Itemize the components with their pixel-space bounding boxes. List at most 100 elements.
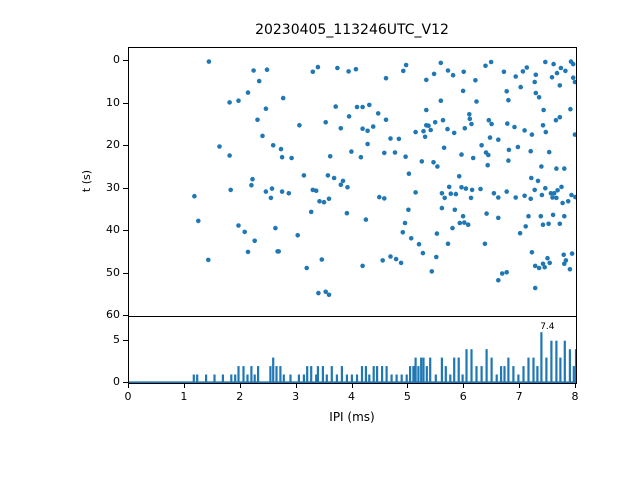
histogram-bar xyxy=(461,374,464,383)
scatter-point xyxy=(360,263,365,269)
scatter-point xyxy=(301,173,307,178)
scatter-point xyxy=(338,126,344,131)
scatter-point xyxy=(346,114,352,119)
scatter-point xyxy=(460,88,466,94)
histogram-bar xyxy=(453,357,456,383)
scatter-point xyxy=(353,66,359,72)
scatter-point xyxy=(252,238,257,244)
scatter-point xyxy=(263,189,269,194)
scatter-point xyxy=(325,173,331,178)
x-tick-mark xyxy=(184,384,185,388)
scatter-point xyxy=(260,133,265,139)
scatter-point xyxy=(518,84,523,90)
scatter-point xyxy=(317,199,322,204)
scatter-point xyxy=(550,212,556,218)
scatter-point xyxy=(542,264,547,270)
scatter-point xyxy=(557,221,563,227)
scatter-point xyxy=(496,137,501,142)
scatter-point xyxy=(413,129,418,135)
scatter-point xyxy=(426,123,431,128)
scatter-point xyxy=(419,159,425,164)
scatter-point xyxy=(528,196,533,202)
scatter-point xyxy=(529,175,534,181)
histogram-bar xyxy=(350,374,353,383)
histogram-bar xyxy=(559,357,562,383)
histogram-bar xyxy=(221,374,224,383)
scatter-point xyxy=(491,191,497,196)
scatter-point xyxy=(569,251,575,256)
scatter-point xyxy=(496,215,501,221)
scatter-point xyxy=(402,220,408,226)
scatter-axes xyxy=(128,47,577,317)
scatter-point xyxy=(456,174,462,179)
scatter-point xyxy=(270,143,276,148)
x-tick-mark xyxy=(575,384,576,388)
histogram-bar xyxy=(253,374,256,383)
scatter-point xyxy=(365,128,370,134)
histogram-bar xyxy=(372,366,375,383)
scatter-point xyxy=(467,116,473,122)
scatter-point xyxy=(547,260,552,266)
scatter-point xyxy=(434,231,440,236)
y-tick-label: 20 xyxy=(106,138,120,152)
histogram-bar xyxy=(563,340,566,383)
histogram-bar xyxy=(205,374,208,383)
y-tick-label: 30 xyxy=(106,180,120,194)
y-tick-label: 60 xyxy=(106,308,120,321)
scatter-point xyxy=(377,194,382,200)
histogram-bar xyxy=(512,366,515,383)
scatter-point xyxy=(268,195,274,201)
scatter-point xyxy=(540,222,546,227)
histogram-bar xyxy=(475,366,478,383)
scatter-point xyxy=(554,166,559,171)
scatter-point xyxy=(396,136,402,142)
scatter-point xyxy=(279,154,285,160)
scatter-point xyxy=(533,90,539,96)
scatter-point xyxy=(375,111,381,116)
scatter-point xyxy=(445,241,451,247)
scatter-point xyxy=(403,154,408,159)
histogram-bar xyxy=(230,374,233,383)
scatter-point xyxy=(295,233,300,238)
scatter-point xyxy=(326,292,332,298)
histogram-axes: 7.4 xyxy=(128,316,577,384)
scatter-point xyxy=(460,213,466,219)
scatter-point xyxy=(517,230,523,236)
y-tick-mark xyxy=(123,314,128,316)
scatter-point xyxy=(469,187,475,193)
scatter-point xyxy=(557,114,563,120)
scatter-point xyxy=(558,65,564,71)
y-tick-label: 5 xyxy=(113,332,120,346)
scatter-point xyxy=(523,224,528,229)
scatter-point xyxy=(416,241,422,247)
scatter-point xyxy=(313,188,319,193)
scatter-point xyxy=(264,67,270,72)
scatter-point xyxy=(441,145,447,151)
histogram-bar xyxy=(335,374,338,383)
scatter-point xyxy=(421,128,426,134)
scatter-point xyxy=(505,121,510,126)
histogram-bar xyxy=(434,374,437,383)
scatter-point xyxy=(535,178,541,184)
histogram-bar xyxy=(390,374,393,383)
scatter-point xyxy=(333,104,338,109)
scatter-point xyxy=(465,222,471,227)
histogram-bar xyxy=(192,374,195,383)
scatter-point xyxy=(496,278,501,283)
scatter-point xyxy=(340,178,346,184)
scatter-point xyxy=(553,117,559,123)
scatter-point xyxy=(483,63,488,69)
histogram-bar xyxy=(246,374,249,383)
scatter-point xyxy=(469,121,474,127)
scatter-point xyxy=(555,188,560,193)
scatter-point xyxy=(499,271,505,276)
scatter-point xyxy=(461,69,467,75)
histogram-bar xyxy=(457,357,460,383)
histogram-bar xyxy=(213,374,216,383)
x-tick-mark xyxy=(407,384,408,388)
histogram-bar xyxy=(440,357,443,383)
scatter-point xyxy=(557,83,563,88)
scatter-point xyxy=(406,207,411,213)
x-tick-label: 8 xyxy=(571,390,579,403)
scatter-point xyxy=(548,191,554,196)
